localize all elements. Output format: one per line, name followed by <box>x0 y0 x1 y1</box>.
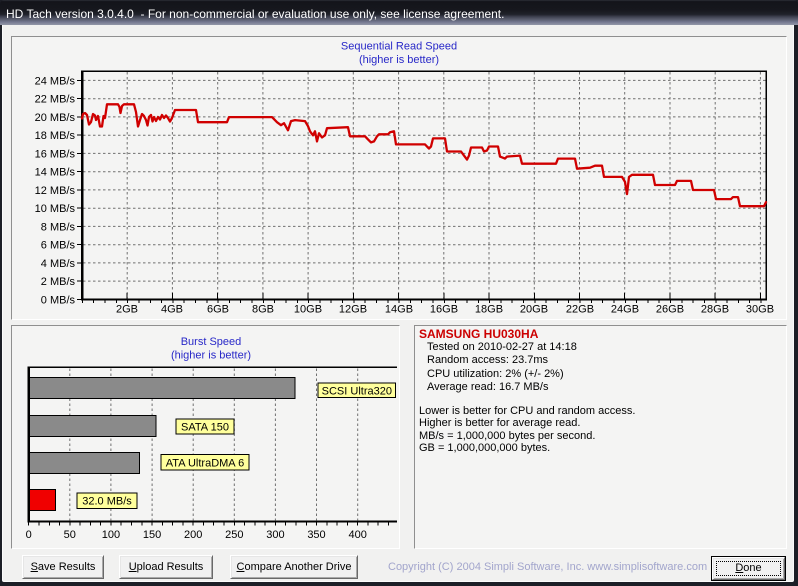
svg-text:150: 150 <box>143 529 161 541</box>
svg-text:400: 400 <box>349 529 367 541</box>
svg-text:300: 300 <box>266 529 284 541</box>
svg-text:14GB: 14GB <box>385 304 413 316</box>
svg-text:250: 250 <box>225 529 243 541</box>
svg-text:20 MB/s: 20 MB/s <box>35 112 76 124</box>
svg-text:12GB: 12GB <box>339 304 367 316</box>
svg-text:(higher is better): (higher is better) <box>359 54 439 66</box>
svg-text:(higher is better): (higher is better) <box>171 350 251 362</box>
svg-text:10 MB/s: 10 MB/s <box>35 203 76 215</box>
svg-text:SCSI Ultra320: SCSI Ultra320 <box>322 386 392 398</box>
svg-text:350: 350 <box>307 529 325 541</box>
svg-text:22GB: 22GB <box>566 304 594 316</box>
svg-text:4GB: 4GB <box>161 304 183 316</box>
svg-text:200: 200 <box>184 529 202 541</box>
svg-text:Sequential Read Speed: Sequential Read Speed <box>341 41 457 53</box>
svg-text:30GB: 30GB <box>746 304 774 316</box>
svg-text:50: 50 <box>64 529 76 541</box>
svg-text:16GB: 16GB <box>430 304 458 316</box>
svg-text:24GB: 24GB <box>611 304 639 316</box>
svg-text:0 MB/s: 0 MB/s <box>41 294 76 306</box>
svg-text:4 MB/s: 4 MB/s <box>41 258 76 270</box>
svg-text:SATA 150: SATA 150 <box>181 422 229 434</box>
svg-text:14 MB/s: 14 MB/s <box>35 167 76 179</box>
svg-text:6GB: 6GB <box>207 304 229 316</box>
svg-text:26GB: 26GB <box>656 304 684 316</box>
svg-text:18GB: 18GB <box>475 304 503 316</box>
svg-text:8GB: 8GB <box>252 304 274 316</box>
svg-text:16 MB/s: 16 MB/s <box>35 148 76 160</box>
svg-text:20GB: 20GB <box>520 304 548 316</box>
svg-text:8 MB/s: 8 MB/s <box>41 221 76 233</box>
svg-text:12 MB/s: 12 MB/s <box>35 185 76 197</box>
svg-text:28GB: 28GB <box>701 304 729 316</box>
svg-text:2 MB/s: 2 MB/s <box>41 276 76 288</box>
svg-text:100: 100 <box>102 529 120 541</box>
svg-text:24 MB/s: 24 MB/s <box>35 75 76 87</box>
svg-text:0: 0 <box>26 529 32 541</box>
svg-text:6 MB/s: 6 MB/s <box>41 240 76 252</box>
svg-text:18 MB/s: 18 MB/s <box>35 130 76 142</box>
svg-text:ATA UltraDMA 6: ATA UltraDMA 6 <box>166 458 244 470</box>
svg-text:2GB: 2GB <box>116 304 138 316</box>
svg-text:22 MB/s: 22 MB/s <box>35 94 76 106</box>
svg-text:32.0 MB/s: 32.0 MB/s <box>82 496 132 508</box>
svg-text:Burst Speed: Burst Speed <box>181 336 242 348</box>
svg-text:10GB: 10GB <box>294 304 322 316</box>
